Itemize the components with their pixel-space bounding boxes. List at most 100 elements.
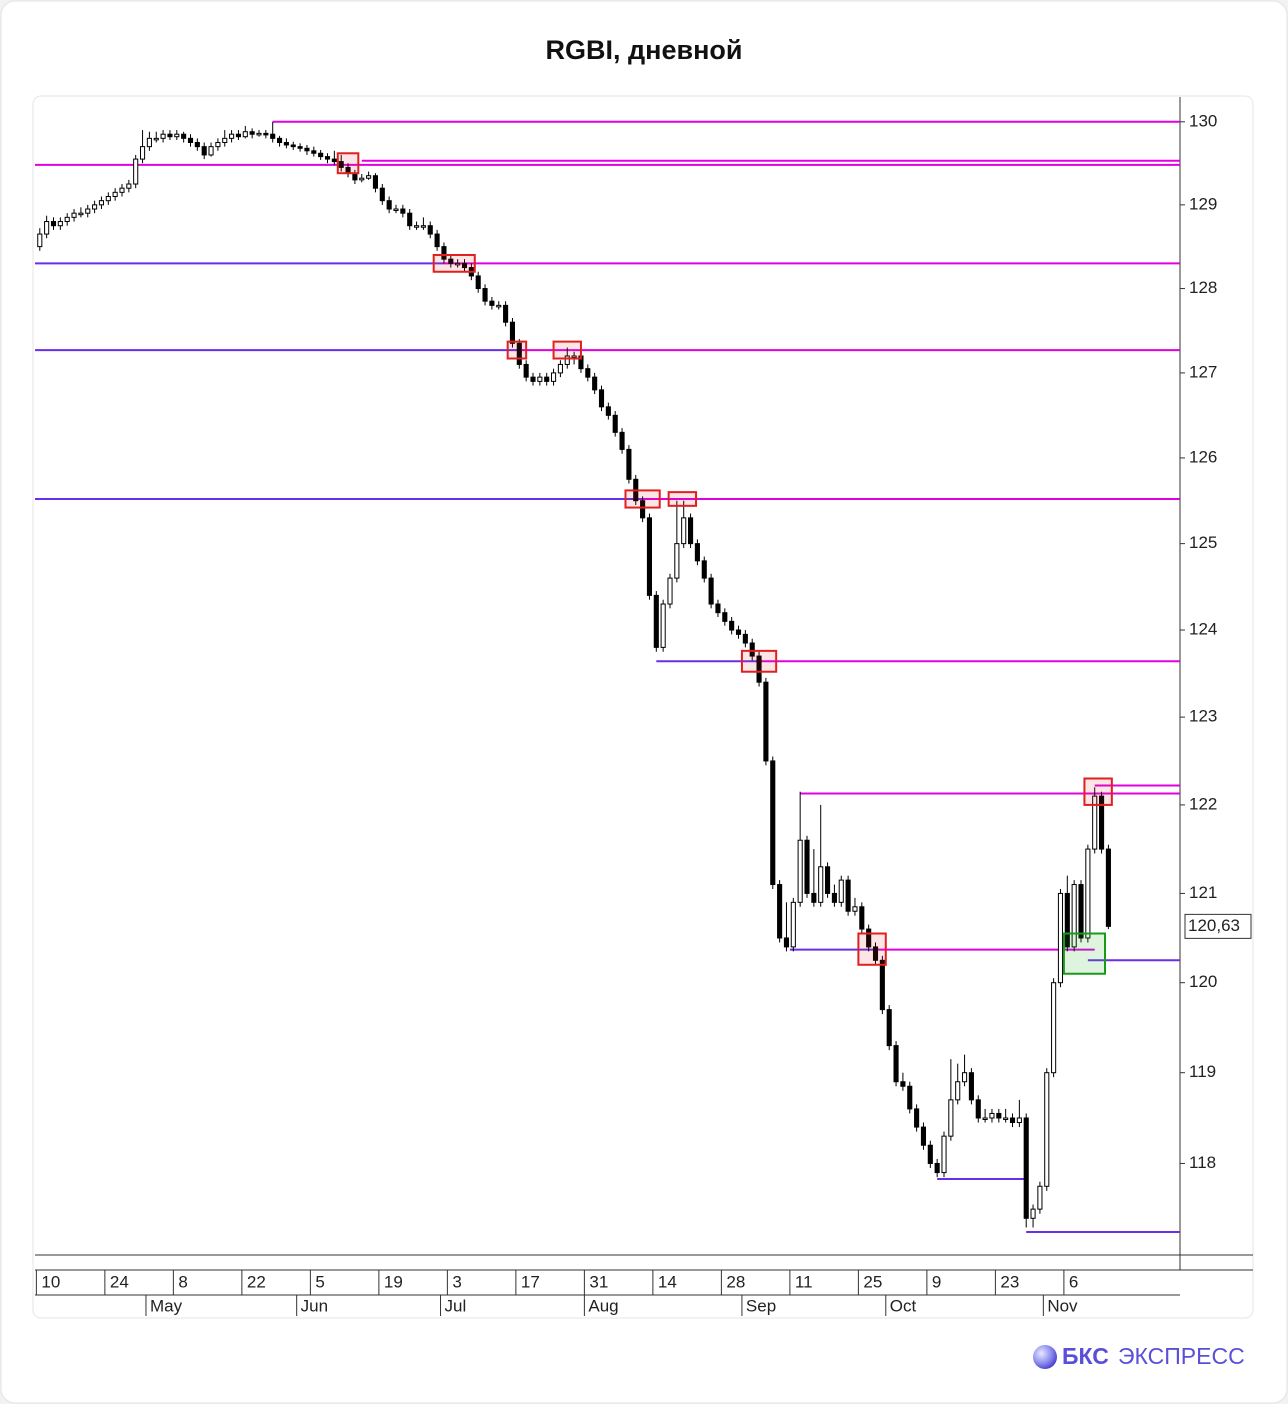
- candle-body: [804, 839, 810, 894]
- candle-body: [455, 262, 461, 266]
- candle-body: [564, 355, 570, 365]
- candle-body: [235, 133, 242, 138]
- highlight-box: [1062, 932, 1106, 975]
- candle-body: [907, 1085, 913, 1110]
- candle-body: [941, 1135, 947, 1174]
- y-tick-label: 128: [1189, 278, 1217, 297]
- candle-body: [201, 146, 207, 156]
- candle-body: [304, 147, 310, 152]
- candle-body: [934, 1162, 940, 1174]
- candle-body: [838, 879, 844, 903]
- candle-body: [900, 1081, 906, 1087]
- candle-body: [756, 655, 762, 683]
- x-tick-label: 9: [932, 1272, 941, 1291]
- candle-body: [208, 146, 214, 156]
- candle-body: [1078, 884, 1084, 939]
- candle-body: [544, 376, 550, 382]
- highlight-box: [857, 932, 887, 966]
- candle-body: [530, 376, 536, 382]
- candle-body: [64, 216, 70, 223]
- y-tick-label: 123: [1189, 707, 1217, 726]
- candle-body: [537, 376, 543, 382]
- candle-body: [311, 150, 317, 154]
- highlight-box: [432, 253, 476, 273]
- candle-body: [146, 137, 152, 148]
- candle-body: [681, 517, 687, 545]
- month-label: Aug: [588, 1296, 618, 1315]
- candle-body: [98, 200, 105, 206]
- x-tick-label: 22: [247, 1272, 266, 1291]
- candle-body: [989, 1112, 995, 1119]
- candle-body: [441, 246, 447, 260]
- candle-body: [1016, 1117, 1022, 1124]
- candle-body: [482, 288, 488, 302]
- x-tick-label: 31: [589, 1272, 608, 1291]
- candle-body: [811, 892, 817, 903]
- candle-body: [85, 208, 91, 214]
- candle-body: [57, 221, 63, 227]
- candle-body: [324, 156, 331, 160]
- candle-body: [318, 152, 324, 158]
- y-tick-label: 118: [1189, 1153, 1216, 1172]
- candle-body: [1064, 892, 1070, 948]
- candle-body: [139, 146, 146, 160]
- candle-body: [640, 500, 646, 519]
- candle-body: [626, 448, 632, 480]
- logo-icon: [1033, 1345, 1057, 1369]
- candle-body: [413, 225, 420, 228]
- candle-body: [859, 906, 865, 930]
- candle-body: [893, 1045, 899, 1083]
- highlight-box: [336, 152, 360, 175]
- highlight-box: [506, 340, 528, 360]
- y-tick-label: 122: [1189, 794, 1217, 813]
- x-tick-label: 6: [1069, 1272, 1078, 1291]
- candle-body: [489, 300, 495, 306]
- last-price-label: 120,63: [1188, 916, 1240, 935]
- candle-body: [297, 146, 303, 149]
- candle-body: [1009, 1117, 1016, 1124]
- candle-body: [742, 633, 748, 644]
- candle-body: [1105, 848, 1111, 927]
- candle-body: [735, 629, 742, 635]
- plot: 1181191201211221231241251261271281291301…: [35, 97, 1253, 1316]
- candle-body: [968, 1072, 974, 1101]
- candle-body: [866, 928, 872, 948]
- candle-body: [1051, 982, 1057, 1074]
- candle-body: [92, 204, 98, 210]
- candle-body: [400, 208, 406, 214]
- candle-body: [270, 133, 276, 139]
- candle-body: [674, 543, 680, 579]
- candle-body: [222, 137, 228, 143]
- month-label: Sep: [746, 1296, 776, 1315]
- candle-body: [948, 1099, 954, 1137]
- candle-body: [256, 132, 262, 136]
- month-label: Nov: [1047, 1296, 1078, 1315]
- candle-body: [338, 161, 344, 168]
- candle-body: [694, 543, 700, 562]
- highlight-box: [740, 649, 778, 673]
- candle-body: [1092, 795, 1098, 850]
- candle-body: [516, 342, 522, 365]
- candle-body: [660, 603, 666, 648]
- highlight-box: [552, 340, 582, 360]
- candle-body: [249, 131, 255, 135]
- candle-body: [523, 363, 529, 378]
- month-label: Oct: [890, 1296, 917, 1315]
- candle-body: [783, 937, 790, 948]
- x-tick-label: 17: [521, 1272, 540, 1291]
- candle-body: [427, 225, 433, 235]
- candle-body: [1044, 1072, 1050, 1187]
- candle-body: [372, 175, 379, 189]
- candle-body: [927, 1144, 933, 1164]
- candle-body: [763, 681, 769, 762]
- y-tick-label: 120: [1189, 972, 1217, 991]
- candle-body: [598, 389, 605, 408]
- candle-body: [551, 372, 557, 382]
- month-label: Jun: [301, 1296, 328, 1315]
- candle-body: [1003, 1117, 1009, 1120]
- candle-body: [194, 141, 200, 148]
- candle-body: [879, 959, 885, 1011]
- candle-body: [276, 137, 283, 143]
